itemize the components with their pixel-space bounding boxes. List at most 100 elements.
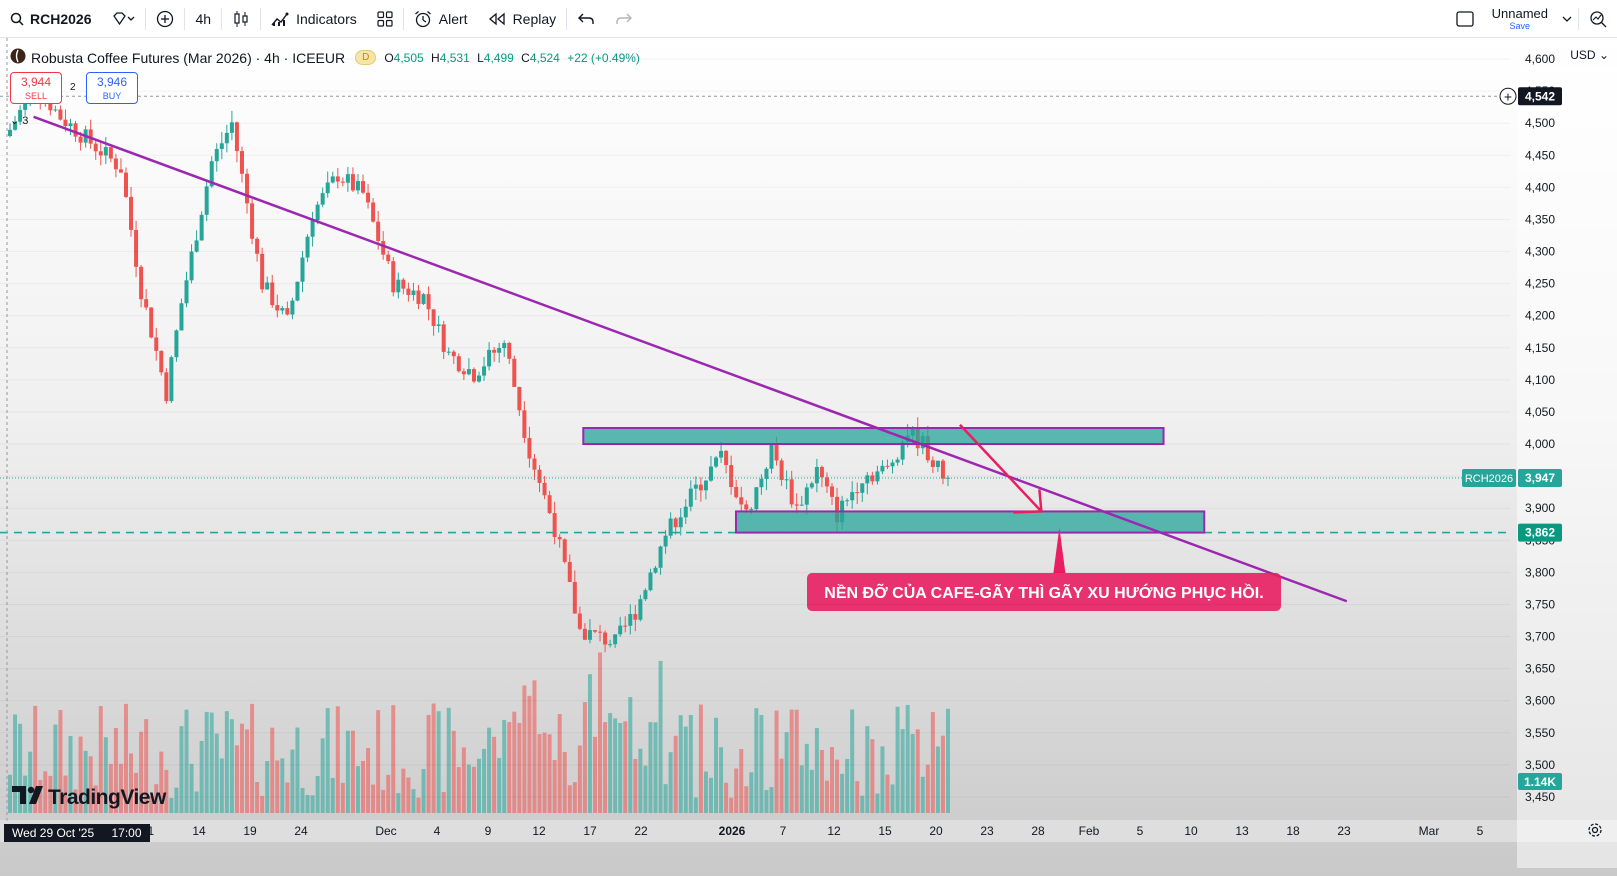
candle (517, 386, 522, 411)
chart-settings-button[interactable] (1587, 822, 1603, 843)
candle (13, 121, 18, 130)
redo-button[interactable] (605, 0, 643, 38)
candle (63, 119, 68, 127)
candle (189, 251, 194, 281)
volume-bar (835, 759, 840, 813)
quick-search-button[interactable] (1579, 0, 1617, 38)
candle (23, 99, 28, 110)
undo-button[interactable] (567, 0, 605, 38)
time-tick-label: 23 (1337, 824, 1351, 838)
candle (850, 492, 855, 501)
arrow-head (1013, 489, 1043, 514)
volume-label: 1.14K (1524, 775, 1556, 789)
volume-bar (819, 750, 824, 813)
price-axis-bg (1517, 68, 1617, 868)
volume-bar (386, 774, 391, 813)
gear-icon (1587, 823, 1603, 842)
candle (78, 136, 83, 143)
toolbar-divider (1578, 7, 1579, 30)
delayed-badge[interactable]: D (355, 50, 377, 65)
candle (824, 477, 829, 487)
candle (729, 465, 734, 488)
candle (179, 303, 184, 331)
volume-bar (673, 735, 678, 813)
layout-toggle[interactable] (1446, 0, 1484, 38)
candles-icon (232, 10, 250, 28)
volume-bar (527, 695, 532, 813)
volume-bar (598, 652, 603, 813)
price-tick-label: 3,500 (1525, 758, 1555, 772)
volume-bar (391, 705, 396, 813)
candle (381, 241, 386, 255)
volume-bar (658, 660, 663, 813)
volume-bar (234, 745, 239, 813)
candle (567, 561, 572, 582)
price-tick-label: 4,450 (1525, 148, 1555, 162)
volume-bar (381, 789, 386, 813)
candle (512, 358, 517, 387)
layout-dropdown[interactable] (1556, 0, 1578, 38)
buy-button[interactable]: 3,946 BUY (86, 72, 138, 104)
volume-bar (603, 722, 608, 813)
volume-bar (794, 709, 799, 813)
candle (703, 480, 708, 491)
tradingview-logo[interactable]: TradingView (12, 786, 166, 810)
candle (865, 475, 870, 484)
volume-bar (840, 773, 845, 813)
compare-dropdown[interactable] (101, 0, 145, 38)
volume-bar (547, 734, 552, 813)
legend-title: Robusta Coffee Futures (Mar 2026) · 4h ·… (31, 49, 346, 66)
volume-bar (285, 782, 290, 813)
price-chart[interactable]: NỀN ĐỠ CỦA CAFE-GÃY THÌ GÃY XU HƯỚNG PHỤ… (0, 38, 1617, 876)
candle (784, 479, 789, 481)
candle (164, 372, 169, 402)
candle (633, 614, 638, 620)
redo-icon (615, 12, 633, 26)
candle (290, 300, 295, 315)
time-tick-label: 17 (583, 824, 597, 838)
volume-bar (638, 748, 643, 813)
price-tick-label: 4,200 (1525, 309, 1555, 323)
volume-bar (648, 722, 653, 813)
resistance-zone (582, 427, 1165, 446)
order-quantity[interactable]: 2 (70, 82, 76, 93)
volume-bar (492, 736, 497, 813)
candle (658, 546, 663, 568)
sell-button[interactable]: 3,944 SELL (10, 72, 62, 104)
candle (598, 631, 603, 633)
drawings[interactable]: NỀN ĐỠ CỦA CAFE-GÃY THÌ GÃY XU HƯỚNG PHỤ… (0, 38, 1510, 823)
candle (199, 214, 204, 241)
toolbar-divider (260, 7, 262, 30)
volume-bar (164, 769, 169, 813)
symbol-search[interactable]: RCH2026 (0, 0, 101, 38)
volume-bar (744, 786, 749, 813)
chart-type-button[interactable] (222, 0, 260, 38)
candle (890, 462, 895, 467)
indicators-button[interactable]: Indicators (261, 0, 367, 38)
alert-button[interactable]: Alert (404, 0, 478, 38)
volume-bar (184, 709, 189, 813)
candle (693, 484, 698, 489)
candle (497, 348, 502, 353)
interval-button[interactable]: 4h (195, 10, 212, 27)
price-tick-label: 4,050 (1525, 405, 1555, 419)
candle (229, 122, 234, 133)
layout-menu[interactable]: Unnamed Save (1484, 0, 1556, 38)
candle (169, 357, 174, 402)
time-tick-label: Dec (375, 824, 396, 838)
volume-bar (552, 760, 557, 813)
candle (542, 482, 547, 496)
layout-save: Save (1509, 20, 1531, 31)
chart-area[interactable]: NỀN ĐỠ CỦA CAFE-GÃY THÌ GÃY XU HƯỚNG PHỤ… (0, 38, 1617, 876)
volume-bar (809, 769, 814, 813)
indicator-collapse[interactable]: ⌄ 3 (10, 114, 28, 127)
replay-button[interactable]: Replay (478, 0, 567, 38)
candle (194, 240, 199, 252)
time-tick-label: 13 (1235, 824, 1249, 838)
templates-button[interactable] (367, 0, 403, 38)
add-symbol-button[interactable] (146, 0, 184, 38)
currency-selector[interactable]: USD ⌄ (1570, 48, 1609, 62)
candle (582, 628, 587, 640)
volume-bar (33, 705, 38, 813)
candle (134, 229, 139, 267)
